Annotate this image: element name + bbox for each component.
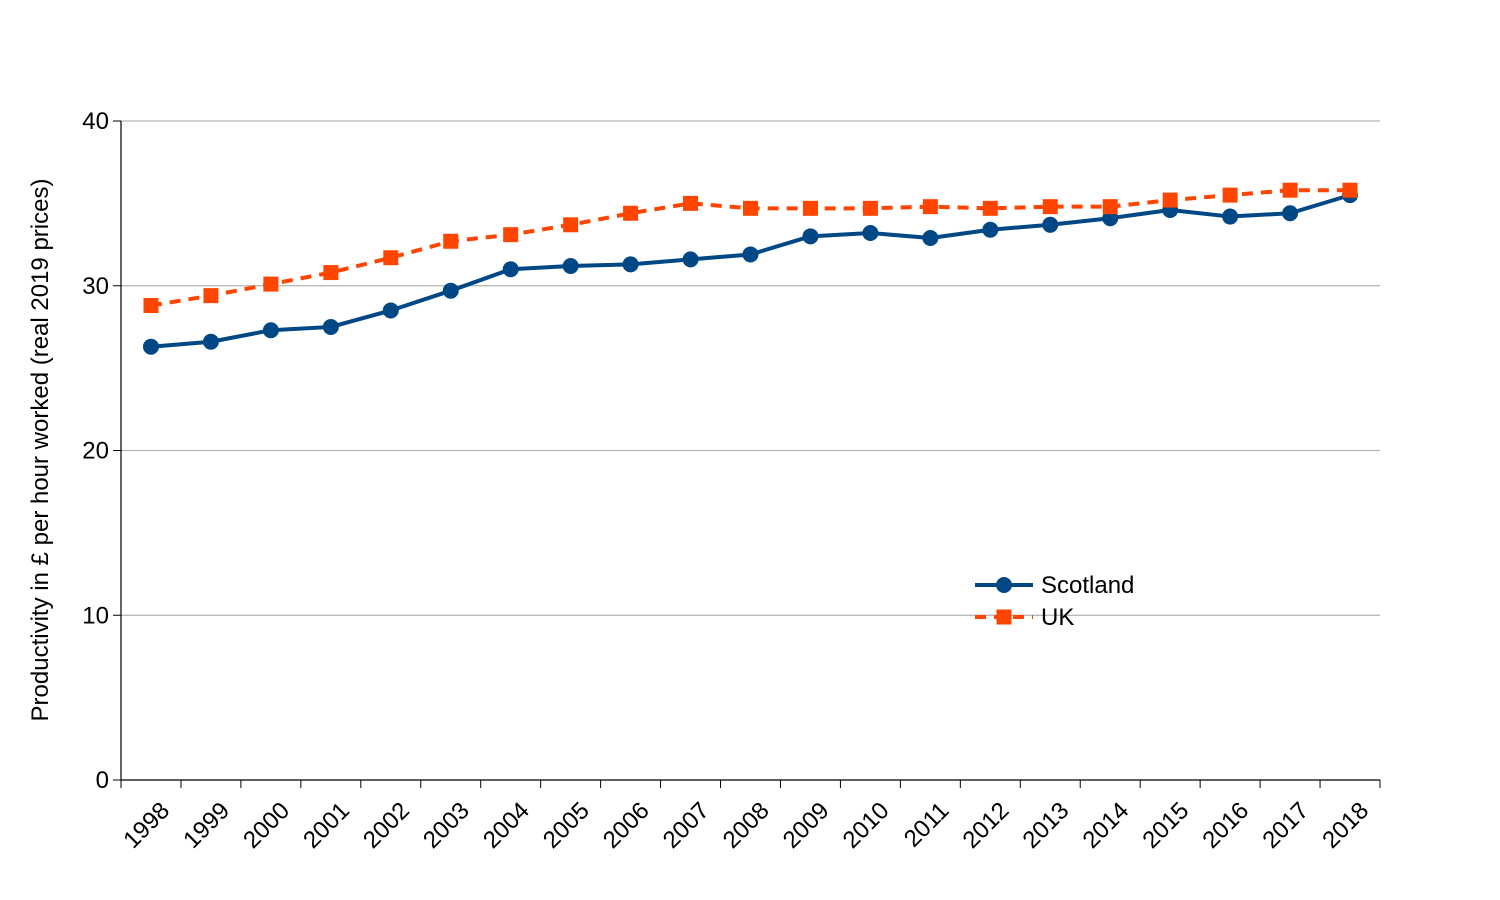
y-axis-title: Productivity in £ per hour worked (real … xyxy=(27,179,54,722)
x-tick-label: 2012 xyxy=(958,797,1015,854)
data-point xyxy=(802,228,819,245)
x-tick-label: 2000 xyxy=(238,797,295,854)
data-point xyxy=(862,225,879,242)
x-tick-label: 2017 xyxy=(1257,797,1314,854)
x-tick-label: 2005 xyxy=(538,797,595,854)
data-point xyxy=(802,200,818,216)
data-point xyxy=(1222,208,1239,225)
y-tick-label: 20 xyxy=(82,438,109,465)
data-point xyxy=(503,227,519,243)
data-point xyxy=(1222,187,1238,203)
data-point xyxy=(623,205,639,221)
data-point xyxy=(203,288,219,304)
data-point xyxy=(383,250,399,266)
data-point xyxy=(562,257,579,274)
data-point xyxy=(1162,192,1178,208)
x-tick-label: 2016 xyxy=(1197,797,1254,854)
data-point xyxy=(1102,199,1118,215)
data-point xyxy=(202,333,219,350)
data-point xyxy=(982,221,999,238)
y-tick-label: 30 xyxy=(82,273,109,300)
legend: Scotland UK xyxy=(975,572,1134,631)
gridlines xyxy=(121,120,1380,616)
y-tick-label: 0 xyxy=(96,767,109,794)
y-tick-label: 40 xyxy=(82,108,109,135)
data-point xyxy=(862,200,878,216)
x-tick-label: 2004 xyxy=(478,797,535,854)
series-uk xyxy=(143,182,1358,314)
data-point xyxy=(922,199,938,215)
data-point xyxy=(922,229,939,246)
data-point xyxy=(323,265,339,281)
x-tick-label: 2013 xyxy=(1018,797,1075,854)
data-point xyxy=(1042,216,1059,233)
data-point xyxy=(1042,199,1058,215)
x-tick-label: 2003 xyxy=(418,797,475,854)
x-tick-label: 2002 xyxy=(358,797,415,854)
x-tick-label: 1999 xyxy=(178,797,235,854)
data-point xyxy=(322,318,339,335)
data-point xyxy=(142,338,159,355)
x-tick-label: 1998 xyxy=(118,797,175,854)
data-point xyxy=(982,200,998,216)
x-tick-label: 2015 xyxy=(1137,797,1194,854)
data-point xyxy=(682,251,699,268)
data-point xyxy=(1282,205,1299,222)
data-point xyxy=(1342,182,1358,198)
data-point xyxy=(622,256,639,273)
x-tick-label: 2007 xyxy=(658,797,715,854)
x-tick-label: 2018 xyxy=(1317,797,1374,854)
data-point xyxy=(262,322,279,339)
series-group xyxy=(142,182,1359,355)
data-point xyxy=(442,282,459,299)
series-scotland xyxy=(142,187,1359,355)
x-tick-label: 2011 xyxy=(899,797,955,853)
data-point xyxy=(743,200,758,216)
data-point xyxy=(143,298,159,314)
x-tick-label: 2010 xyxy=(838,797,895,854)
data-point xyxy=(263,276,279,292)
x-tick-label: 2001 xyxy=(298,797,355,854)
legend-item: Scotland xyxy=(975,572,1134,599)
data-point xyxy=(382,302,399,319)
data-point xyxy=(563,217,579,233)
legend-label: Scotland xyxy=(1041,572,1134,599)
legend-item: UK xyxy=(975,604,1074,631)
legend-swatch-marker xyxy=(996,577,1012,593)
data-point xyxy=(443,233,459,249)
legend-label: UK xyxy=(1041,604,1074,631)
x-tick-label: 2008 xyxy=(718,797,775,854)
legend-swatch-marker xyxy=(996,609,1012,625)
data-point xyxy=(502,261,519,278)
x-tick-label: 2006 xyxy=(598,797,655,854)
data-point xyxy=(742,246,759,263)
data-point xyxy=(1282,182,1298,198)
x-tick-label: 2014 xyxy=(1077,797,1134,854)
data-point xyxy=(1102,210,1119,227)
data-point xyxy=(683,195,699,211)
x-tick-label: 2009 xyxy=(778,797,835,854)
y-tick-label: 10 xyxy=(82,602,109,629)
